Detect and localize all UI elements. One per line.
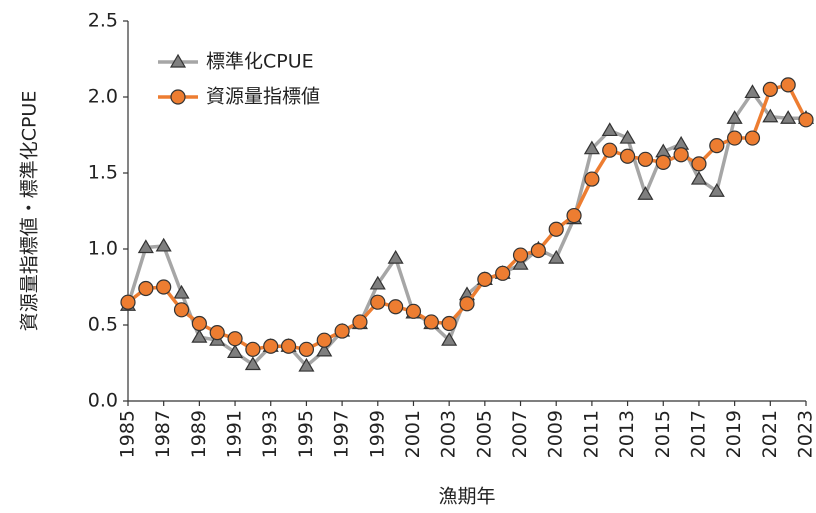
data-point	[762, 81, 778, 98]
y-tick-label: 2.0	[88, 86, 118, 108]
x-tick-label: 2001	[402, 410, 424, 458]
data-point	[120, 294, 136, 310]
x-tick-label: 1989	[188, 410, 210, 458]
data-point	[655, 154, 671, 170]
x-tick-label: 2021	[759, 410, 781, 458]
data-point	[583, 140, 600, 155]
data-point	[387, 249, 404, 264]
data-point	[298, 357, 315, 372]
legend-marker	[169, 53, 187, 68]
x-tick-label: 2019	[723, 410, 745, 458]
legend-marker	[170, 89, 186, 105]
data-point	[173, 302, 190, 318]
data-point	[316, 342, 333, 357]
x-tick-label: 2017	[687, 410, 709, 458]
x-tick-label: 2013	[616, 410, 638, 458]
data-point	[244, 356, 261, 371]
data-point	[708, 183, 725, 197]
data-point	[370, 294, 386, 310]
data-point	[602, 142, 618, 158]
y-axis-label: 資源量指標値・標準化CPUE	[19, 91, 41, 332]
data-point	[441, 315, 457, 332]
data-point	[548, 249, 565, 264]
x-tick-label: 2009	[545, 410, 567, 458]
legend-label: 標準化CPUE	[206, 51, 314, 73]
data-point	[298, 341, 315, 357]
data-point	[245, 341, 261, 357]
data-point	[137, 239, 154, 254]
data-point	[512, 247, 529, 263]
y-tick-label: 0.0	[88, 390, 118, 412]
data-point	[637, 186, 654, 200]
data-point	[601, 122, 618, 137]
data-point	[334, 323, 350, 339]
data-point	[637, 151, 654, 167]
data-point	[263, 338, 279, 354]
data-point	[691, 156, 707, 172]
x-tick-label: 1999	[366, 410, 388, 458]
data-point	[441, 332, 458, 346]
data-point	[780, 110, 797, 124]
data-point	[227, 344, 244, 358]
x-tick-label: 2011	[580, 410, 602, 458]
data-point	[423, 314, 439, 330]
data-point	[405, 303, 422, 319]
data-point	[548, 221, 564, 237]
data-point	[744, 84, 761, 99]
x-tick-label: 2007	[509, 410, 531, 458]
data-point	[690, 170, 707, 185]
y-tick-label: 2.5	[88, 10, 118, 32]
data-point	[209, 325, 225, 341]
legend-label: 資源量指標値	[206, 86, 320, 108]
x-tick-label: 1987	[152, 410, 174, 458]
data-point	[798, 112, 814, 128]
x-tick-label: 1991	[224, 410, 246, 458]
data-point	[227, 331, 243, 347]
x-tick-label: 2015	[652, 410, 674, 458]
y-tick-label: 1.0	[88, 238, 118, 260]
series-line	[126, 90, 806, 368]
x-tick-label: 1995	[295, 410, 317, 458]
x-tick-label: 1997	[331, 410, 353, 458]
x-tick-label: 2003	[438, 410, 460, 458]
data-point	[726, 110, 743, 124]
data-point	[316, 332, 332, 348]
y-tick-label: 0.5	[88, 314, 118, 336]
data-point	[138, 280, 154, 297]
data-point	[619, 148, 636, 164]
x-tick-label: 1985	[117, 410, 139, 458]
data-point	[388, 299, 404, 315]
data-point	[155, 237, 172, 252]
data-point	[156, 279, 172, 295]
data-point	[191, 315, 207, 332]
data-point	[530, 242, 546, 259]
data-point	[780, 77, 796, 93]
x-tick-label: 2023	[795, 410, 816, 458]
data-point	[352, 314, 368, 330]
data-point	[566, 207, 582, 224]
data-point	[709, 138, 725, 154]
data-point	[727, 130, 743, 146]
data-point	[459, 296, 475, 312]
data-point	[673, 147, 689, 163]
data-point	[744, 130, 761, 146]
data-point	[584, 171, 600, 187]
data-point	[619, 129, 636, 144]
data-point	[191, 328, 208, 343]
data-point	[477, 271, 493, 287]
data-point	[173, 284, 190, 299]
x-tick-label: 1993	[259, 410, 281, 458]
x-axis-label: 漁期年	[438, 486, 495, 508]
data-point	[280, 338, 297, 354]
data-point	[495, 265, 511, 281]
y-tick-label: 1.5	[88, 162, 118, 184]
data-point	[369, 275, 386, 290]
data-point	[512, 256, 529, 270]
x-tick-label: 2005	[473, 410, 495, 458]
data-point	[762, 108, 779, 123]
